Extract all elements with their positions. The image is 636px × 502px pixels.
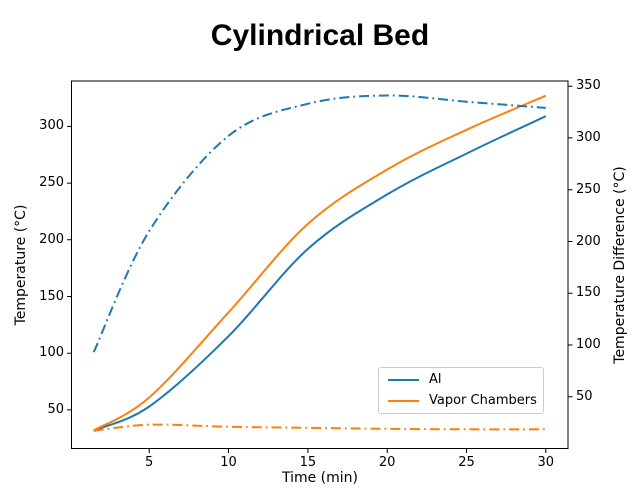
y-left-tick-label: 150 xyxy=(39,288,64,304)
axes-frame xyxy=(71,80,569,449)
x-tick-label: 25 xyxy=(458,454,475,470)
legend-item-vapor-chambers: Vapor Chambers xyxy=(388,392,537,410)
x-tick-label: 15 xyxy=(299,454,317,470)
axis-tick-marks xyxy=(67,85,573,453)
legend-item-al: Al xyxy=(388,371,534,389)
y-left-tick-label: 50 xyxy=(47,401,64,417)
y-left-tick-label: 100 xyxy=(39,345,64,361)
y-right-tick-label: 350 xyxy=(576,78,601,94)
y-right-tick-label: 50 xyxy=(576,388,593,404)
x-tick-label: 30 xyxy=(537,454,555,470)
x-tick-label: 20 xyxy=(378,454,396,470)
y-right-tick-label: 300 xyxy=(576,129,601,145)
series-line-vapor-chambers-temperature xyxy=(93,94,547,432)
y-right-tick-label: 100 xyxy=(576,337,601,352)
al-legend-label: Al xyxy=(429,372,442,387)
y-right-tick-label: 200 xyxy=(576,233,601,249)
al-legend-line-sample xyxy=(388,379,419,381)
y-axis-label-right: Temperature Difference (°C) xyxy=(612,166,628,364)
vapor-chambers-legend-label: Vapor Chambers xyxy=(429,393,537,408)
y-left-tick-label: 250 xyxy=(39,175,64,191)
series-line-vapor-chambers-temperature-difference xyxy=(93,423,546,432)
y-left-tick-label: 300 xyxy=(39,118,64,134)
series-line-al-temperature-difference xyxy=(92,94,546,353)
y-right-tick-label: 250 xyxy=(576,181,601,197)
y-left-tick-label: 200 xyxy=(39,231,64,247)
legend: Al Vapor Chambers xyxy=(378,367,544,414)
y-axis-label-left: Temperature (°C) xyxy=(13,204,29,326)
series-line-al-temperature xyxy=(93,115,547,432)
chart-title: Cylindrical Bed xyxy=(210,19,430,52)
x-axis-label: Time (min) xyxy=(281,470,359,486)
vapor-chambers-legend-line-sample xyxy=(388,400,419,402)
x-tick-label: 5 xyxy=(145,454,154,470)
y-right-tick-label: 150 xyxy=(576,285,601,301)
x-tick-label: 10 xyxy=(220,454,237,470)
